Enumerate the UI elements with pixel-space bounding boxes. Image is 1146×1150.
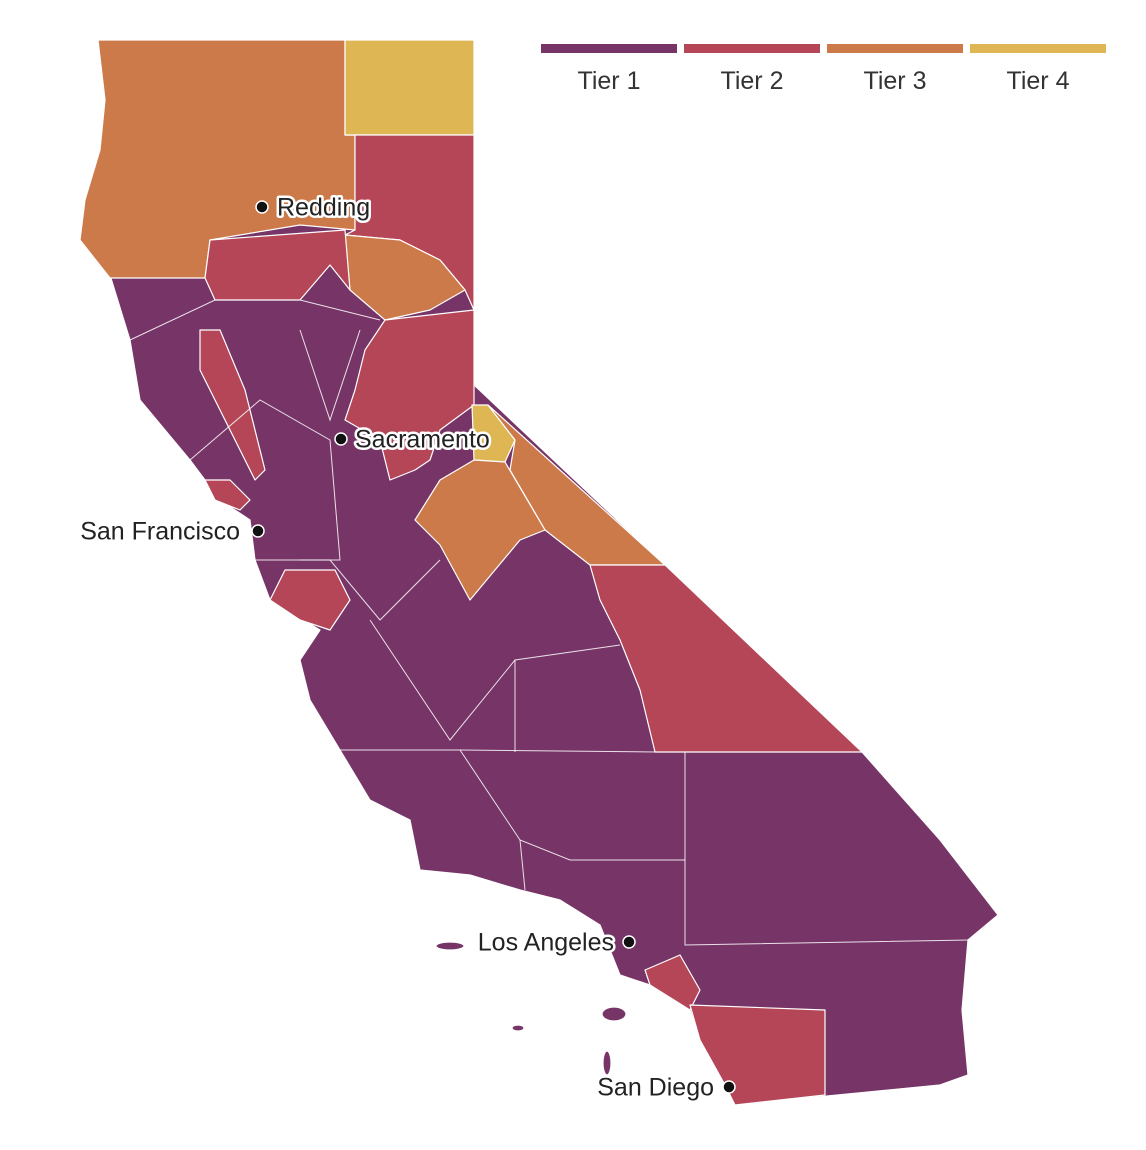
city-label: Sacramento [355,426,490,454]
legend-label: Tier 3 [864,67,927,95]
county-region [344,309,475,481]
border [129,299,381,341]
county-borders [129,299,971,946]
legend: Tier 1 Tier 2 Tier 3 Tier 4 [541,44,1106,95]
island [601,1006,627,1022]
county-region [344,39,475,136]
legend-swatch [827,44,963,53]
legend-label: Tier 4 [1007,67,1070,95]
city-label: Los Angeles [478,929,614,957]
city-dot [722,1080,736,1094]
city-dot [334,432,348,446]
island [435,941,465,951]
county-region [414,459,546,601]
county-region [269,569,351,631]
border [684,752,971,946]
city-dot [622,935,636,949]
county-region [199,329,266,481]
island [602,1050,612,1076]
border [299,329,361,422]
counties [79,39,999,1106]
county-region [689,1004,826,1106]
legend-swatch [684,44,820,53]
county-region [79,39,999,1106]
county-region [204,479,251,511]
city-dot [251,524,265,538]
county-region [589,564,863,753]
county-region [204,229,351,301]
county-region [344,234,466,321]
county-region [644,954,701,1011]
legend-label: Tier 1 [578,67,641,95]
city-label: San Diego [597,1074,714,1102]
county-region [471,404,516,463]
legend-swatch [970,44,1106,53]
island [511,1024,525,1032]
legend-label: Tier 2 [721,67,784,95]
cities: Redding Sacramento San Francisco Los Angele… [78,191,736,1104]
legend-swatch [541,44,677,53]
border [519,839,526,891]
border [255,559,441,621]
city-label: Redding [277,194,370,222]
city-dot [255,200,269,214]
border [459,749,685,861]
city-label: San Francisco [80,518,240,546]
border [369,619,621,741]
